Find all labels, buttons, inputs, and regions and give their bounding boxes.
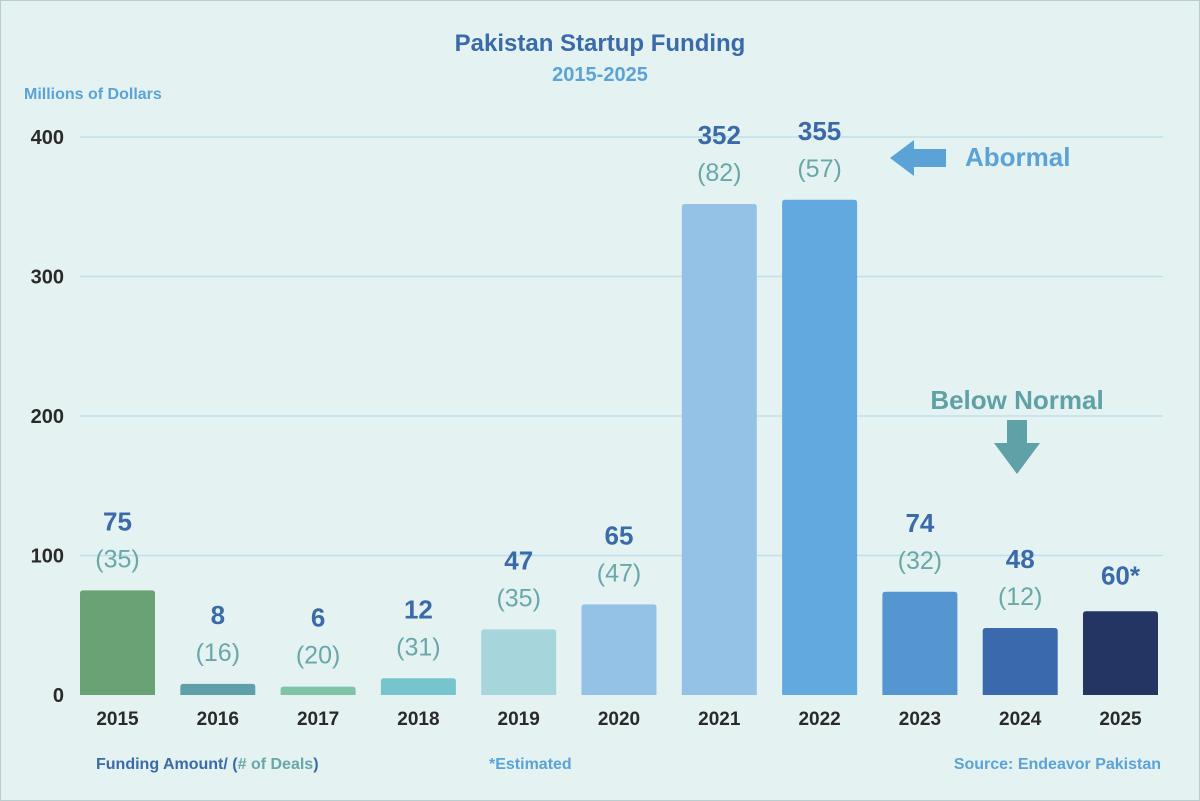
deals-label-2022: (57) [797,155,841,183]
deals-label-2020: (47) [597,559,641,587]
x-tick-2022: 2022 [798,709,840,730]
deals-label-2021: (82) [697,159,741,187]
x-tick-2020: 2020 [598,709,640,730]
bar-2019 [481,629,557,695]
value-label-2023: 74 [905,508,934,538]
value-label-2022: 355 [798,116,841,146]
chart-title: Pakistan Startup Funding [455,30,746,57]
value-label-2024: 48 [1006,544,1035,574]
y-axis-ticks: 0 100 200 300 400 [31,127,64,707]
y-tick-0: 0 [53,685,64,707]
annotation-abnormal: Abormal [965,142,1070,172]
bar-2020 [581,604,657,695]
bar-2022 [782,199,858,695]
bar-2023 [882,591,958,695]
y-tick-400: 400 [31,127,64,149]
deals-label-2024: (12) [998,583,1042,611]
x-axis-ticks: 2015 2016 2017 2018 2019 2020 2021 2022 2023 2024… [96,709,1142,730]
deals-label-2015: (35) [95,545,139,573]
y-axis-label: Millions of Dollars [24,86,162,103]
x-tick-2024: 2024 [999,709,1042,730]
value-label-2020: 65 [605,520,634,550]
x-tick-2021: 2021 [698,709,741,730]
bar-2021 [681,203,757,695]
x-tick-2016: 2016 [197,709,239,730]
bar-2018 [380,678,456,695]
annotation-below-normal: Below Normal [930,385,1103,415]
bar-2015 [80,590,155,695]
value-label-2016: 8 [211,600,225,630]
x-tick-2025: 2025 [1099,709,1142,730]
down-arrow-icon [994,420,1040,474]
legend-funding: Funding Amount/ ( [96,756,238,773]
x-tick-2019: 2019 [498,709,540,730]
bar-2016 [180,683,256,695]
chart-subtitle: 2015-2025 [552,64,648,86]
deals-label-2023: (32) [898,547,942,575]
deals-label-2018: (31) [396,633,440,661]
x-tick-2023: 2023 [899,709,941,730]
gridlines [80,136,1163,557]
y-tick-200: 200 [31,406,64,428]
value-label-2015: 75 [103,506,132,536]
value-label-2025: 60* [1101,560,1141,590]
deals-label-2017: (20) [296,642,340,670]
value-label-2017: 6 [311,603,325,633]
bar-2025 [1083,611,1158,695]
y-tick-300: 300 [31,267,64,289]
bar-2024 [982,628,1058,695]
estimated-note: *Estimated [489,756,572,773]
x-tick-2017: 2017 [297,709,339,730]
value-label-2019: 47 [504,545,533,575]
legend-close: ) [313,756,318,773]
bar-2017 [280,686,356,695]
x-tick-2018: 2018 [397,709,439,730]
value-label-2018: 12 [404,594,433,624]
deals-label-2016: (16) [196,639,240,667]
legend-text: Funding Amount/ (# of Deals) [96,756,319,773]
value-label-2021: 352 [698,120,741,150]
value-labels: 75 (35) 8 (16) 6 (20) 12 (31) 47 (35) 65 (47) 352 (82… [95,116,1141,670]
x-tick-2015: 2015 [96,709,139,730]
bars [80,199,1158,695]
deals-label-2019: (35) [496,584,540,612]
source-note: Source: Endeavor Pakistan [954,756,1161,773]
legend-deals: # of Deals [238,756,314,773]
y-tick-100: 100 [31,546,64,568]
left-arrow-icon [890,140,946,176]
